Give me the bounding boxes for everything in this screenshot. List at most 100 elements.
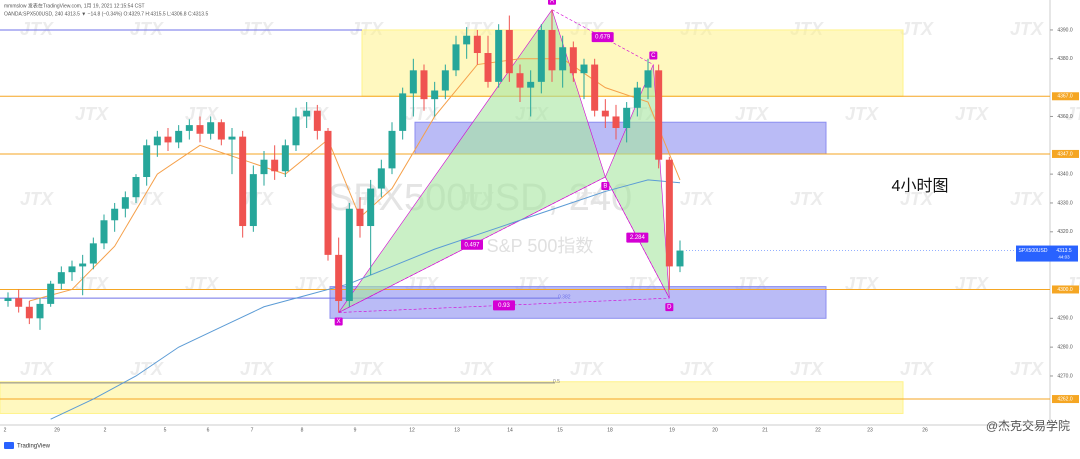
last-price-name: SPX500USD — [1019, 248, 1048, 254]
watermark: JTX — [900, 19, 934, 39]
candle-body — [143, 145, 151, 178]
candle-body — [548, 29, 556, 71]
point-label: X — [337, 319, 341, 325]
watermark: JTX — [955, 104, 989, 124]
zone — [361, 29, 904, 97]
candle-body — [121, 197, 129, 209]
candle-body — [495, 29, 503, 82]
candle-body — [431, 90, 439, 100]
candle-body — [409, 70, 417, 94]
watermark: JTX — [1010, 189, 1044, 209]
watermark: JTX — [900, 189, 934, 209]
ratio-box — [626, 232, 649, 243]
level-label: 4347.0 — [1057, 151, 1073, 157]
x-tick-label: 7 — [251, 427, 254, 433]
x-tick-label: 8 — [301, 427, 304, 433]
candle-body — [100, 220, 108, 244]
ratio-label: 0.93 — [498, 303, 510, 309]
x-tick-label: 20 — [712, 427, 718, 433]
watermark: JTX — [680, 189, 714, 209]
candle-body — [228, 136, 236, 140]
watermark: JTX — [185, 104, 219, 124]
candle-body — [452, 44, 460, 71]
watermark: JTX — [1010, 19, 1044, 39]
tv-logo: TradingView — [4, 442, 51, 450]
watermark: JTX — [570, 359, 604, 379]
watermark-name: S&P 500指数 — [487, 236, 594, 256]
candle-body — [196, 125, 204, 134]
candle-body — [601, 110, 609, 117]
watermark: JTX — [20, 359, 54, 379]
level-label-box — [1052, 285, 1079, 294]
candle-body — [473, 35, 481, 54]
watermark: JTX — [1065, 104, 1080, 124]
candle-body — [335, 254, 343, 302]
candle-body — [580, 64, 588, 74]
ratio-box — [461, 239, 483, 250]
watermark: JTX — [900, 359, 934, 379]
watermark: JTX — [350, 359, 384, 379]
watermark: JTX — [955, 274, 989, 294]
watermark: JTX — [240, 189, 274, 209]
candle-body — [57, 272, 65, 284]
candle-body — [281, 145, 289, 172]
fib-label: 0.382 — [558, 294, 571, 300]
x-tick-label: 2 — [104, 427, 107, 433]
candle-body — [68, 266, 76, 273]
x-tick-label: 26 — [922, 427, 928, 433]
x-tick-label: 18 — [607, 427, 613, 433]
x-tick-label: 6 — [207, 427, 210, 433]
x-tick-label: 23 — [867, 427, 873, 433]
candle-body — [207, 122, 215, 134]
point-label: A — [550, 0, 554, 4]
ratio-box — [591, 32, 614, 43]
x-tick-label: 9 — [354, 427, 357, 433]
point-label: D — [667, 305, 672, 311]
candle-body — [217, 122, 225, 140]
point-label: C — [651, 53, 656, 59]
candle-body — [303, 110, 311, 117]
ratio-label: 2.284 — [630, 235, 646, 241]
logo-icon — [4, 442, 14, 449]
ratio-label: 0.497 — [464, 242, 480, 248]
level-label: 4300.0 — [1057, 287, 1073, 293]
watermark: JTX — [75, 274, 109, 294]
candle-body — [665, 159, 673, 267]
candle-body — [399, 93, 407, 131]
candle-body — [239, 136, 247, 227]
y-tick-label: 4390.0 — [1057, 27, 1073, 33]
x-tick-label: 22 — [815, 427, 821, 433]
watermark: JTX — [460, 359, 494, 379]
candle-body — [4, 298, 12, 302]
watermark: JTX — [240, 19, 274, 39]
level-label-box — [1052, 395, 1079, 404]
y-tick-label: 4360.0 — [1057, 114, 1073, 120]
candle-body — [676, 250, 684, 267]
candle-body — [644, 70, 652, 88]
y-tick-label: 4270.0 — [1057, 373, 1073, 379]
candle-body — [164, 136, 172, 143]
level-label-box — [1052, 149, 1079, 158]
credit: @杰克交易学院 — [986, 418, 1070, 433]
watermark: JTX — [405, 104, 439, 124]
watermark: JTX — [735, 104, 769, 124]
logo-text: TradingView — [17, 444, 51, 450]
x-tick-label: 29 — [54, 427, 60, 433]
candle-body — [345, 208, 353, 302]
candle-body — [175, 130, 183, 143]
candle-body — [15, 298, 23, 307]
watermark: JTX — [295, 274, 329, 294]
candle-body — [569, 47, 577, 74]
zone — [329, 286, 827, 319]
watermark: JTX — [790, 359, 824, 379]
candle-body — [260, 159, 268, 175]
x-tick-label: 13 — [454, 427, 460, 433]
header-line: mmmslow 发表在TradingView.com, 1月 19, 2021 … — [4, 2, 145, 9]
ratio-label: 0.679 — [595, 35, 611, 41]
candle-body — [249, 174, 257, 227]
watermark: JTX — [790, 189, 824, 209]
watermark: JTX — [845, 274, 879, 294]
level-label-box — [1052, 92, 1079, 101]
candle-body — [313, 110, 321, 131]
